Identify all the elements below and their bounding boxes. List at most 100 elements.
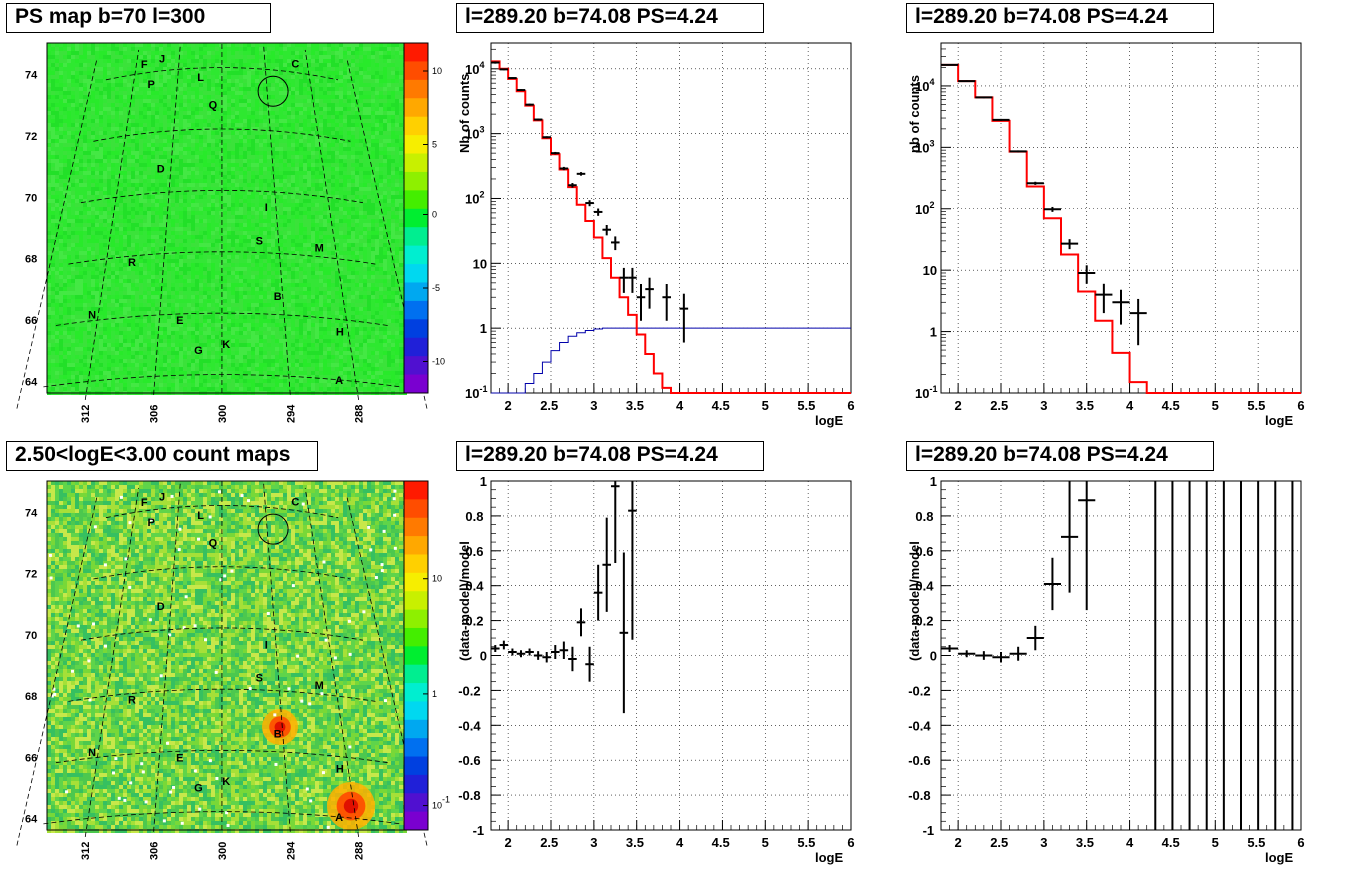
ps-map-pixel [219, 107, 223, 111]
ps-map-pixel [303, 75, 307, 79]
ps-map-pixel [63, 263, 67, 267]
ps-map-pixel [323, 99, 327, 103]
ps-map-pixel [247, 163, 251, 167]
ps-map-pixel [347, 91, 351, 95]
ps-map-pixel [207, 135, 211, 139]
ps-map-pixel [343, 191, 347, 195]
ps-map-pixel [91, 131, 95, 135]
ps-map-pixel [115, 103, 119, 107]
ps-map-pixel [343, 155, 347, 159]
ps-map-pixel [243, 75, 247, 79]
ps-map-pixel [239, 223, 243, 227]
ps-map-pixel [275, 219, 279, 223]
ps-map-pixel [295, 99, 299, 103]
ps-map-pixel [71, 219, 75, 223]
ps-map-pixel [303, 171, 307, 175]
ps-map-pixel [311, 103, 315, 107]
ps-map-pixel [371, 87, 375, 91]
ps-map-pixel [223, 175, 227, 179]
ps-map-pixel [183, 155, 187, 159]
ps-map-pixel [155, 231, 159, 235]
ps-map-pixel [271, 95, 275, 99]
ps-map-pixel [351, 175, 355, 179]
ps-map-pixel [295, 163, 299, 167]
ps-map-pixel [191, 135, 195, 139]
ps-map-pixel [311, 71, 315, 75]
ps-map-pixel [379, 67, 383, 71]
ps-map-pixel [351, 163, 355, 167]
ps-map-pixel [391, 227, 395, 231]
ps-map-pixel [239, 139, 243, 143]
ps-map-pixel [59, 87, 63, 91]
ps-map-pixel [211, 223, 215, 227]
ps-map-pixel [327, 259, 331, 263]
ps-map-pixel [83, 191, 87, 195]
ps-map-pixel [63, 71, 67, 75]
ps-map-pixel [219, 119, 223, 123]
ps-map-pixel [347, 227, 351, 231]
ps-map-pixel [371, 183, 375, 187]
ps-map-pixel [107, 107, 111, 111]
ps-map-pixel [351, 207, 355, 211]
ps-map-pixel [259, 159, 263, 163]
ps-map-pixel [323, 63, 327, 67]
ps-map-pixel [363, 207, 367, 211]
ps-map-pixel [235, 223, 239, 227]
ps-map-pixel [167, 155, 171, 159]
ps-map-pixel [263, 211, 267, 215]
ps-map-pixel [215, 139, 219, 143]
ps-map-pixel [311, 47, 315, 51]
ps-map-pixel [299, 247, 303, 251]
ps-map-pixel [263, 231, 267, 235]
ps-map-pixel [67, 151, 71, 155]
ps-map-pixel [307, 171, 311, 175]
ps-map-pixel [387, 151, 391, 155]
ps-map-pixel [243, 107, 247, 111]
ps-map-pixel [167, 111, 171, 115]
ps-map-pixel [115, 143, 119, 147]
ps-map-pixel [287, 151, 291, 155]
ps-map-pixel [63, 127, 67, 131]
ps-map-pixel [119, 211, 123, 215]
ps-map-pixel [139, 83, 143, 87]
ps-map-pixel [327, 219, 331, 223]
ps-map-pixel [343, 123, 347, 127]
ps-map-pixel [203, 259, 207, 263]
ps-map-pixel [331, 107, 335, 111]
ps-map-pixel [363, 43, 367, 47]
ps-map-pixel [147, 251, 151, 255]
ps-map-pixel [387, 135, 391, 139]
ps-map-pixel [327, 151, 331, 155]
ps-map-pixel [103, 151, 107, 155]
ps-map-pixel [359, 251, 363, 255]
ps-map-pixel [239, 259, 243, 263]
ps-map-pixel [51, 183, 55, 187]
ps-map-pixel [231, 219, 235, 223]
ps-map-pixel [167, 87, 171, 91]
ps-map-pixel [171, 127, 175, 131]
ps-map-pixel [99, 255, 103, 259]
ps-map-pixel [267, 259, 271, 263]
ps-map-pixel [151, 175, 155, 179]
ps-map-pixel [119, 71, 123, 75]
ps-map-pixel [367, 135, 371, 139]
ps-map-pixel [259, 259, 263, 263]
ps-map-pixel [151, 231, 155, 235]
ps-map-pixel [183, 47, 187, 51]
ps-map-pixel [247, 79, 251, 83]
ps-map-pixel [399, 191, 403, 195]
ps-map-pixel [347, 199, 351, 203]
ps-map-pixel [183, 151, 187, 155]
ps-map-pixel [95, 99, 99, 103]
ps-map-pixel [91, 159, 95, 163]
ps-map-pixel [59, 263, 63, 267]
ps-map-pixel [67, 263, 71, 267]
ps-map-pixel [135, 99, 139, 103]
ps-map-pixel [207, 63, 211, 67]
ps-map-pixel [191, 183, 195, 187]
ps-map-pixel [339, 99, 343, 103]
ps-map-pixel [83, 95, 87, 99]
ps-map-pixel [359, 47, 363, 51]
ps-map-pixel [231, 163, 235, 167]
ps-map-pixel [323, 87, 327, 91]
